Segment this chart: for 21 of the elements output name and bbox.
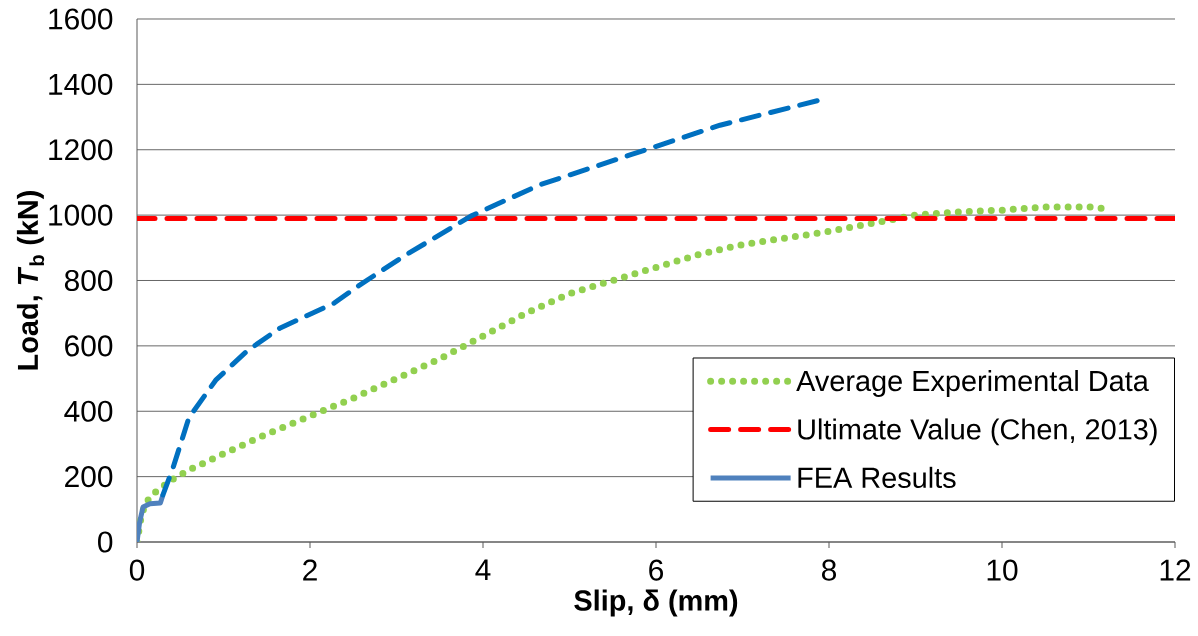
y-tick-label: 1600 xyxy=(49,8,113,30)
y-tick-label: 800 xyxy=(64,269,113,292)
x-tick-label: 0 xyxy=(129,559,145,581)
x-axis-title: Slip, δ (mm) xyxy=(574,589,738,617)
y-axis-title: Load, T$_{b}$ (kN) xyxy=(16,191,45,370)
x-tick-label: 12 xyxy=(1160,559,1191,581)
x-tick-label: 6 xyxy=(649,559,664,581)
x-tick-label: 4 xyxy=(475,559,491,581)
x-tick-label: 2 xyxy=(303,559,317,581)
y-tick-label: 1400 xyxy=(49,73,113,95)
y-tick-label: 1200 xyxy=(49,139,113,161)
legend-label: Ultimate Value (Chen, 2013) xyxy=(798,418,1157,446)
x-tick-label: 10 xyxy=(987,559,1018,581)
y-tick-label: 400 xyxy=(64,400,113,422)
legend-label: FEA Results xyxy=(798,466,956,489)
y-tick-label: 200 xyxy=(65,466,113,488)
y-tick-label: 0 xyxy=(98,531,113,553)
legend-label: Average Experimental Data xyxy=(796,369,1149,397)
y-tick-label: 600 xyxy=(65,335,113,357)
y-tick-label: 1000 xyxy=(49,204,113,226)
x-tick-label: 8 xyxy=(821,559,837,581)
